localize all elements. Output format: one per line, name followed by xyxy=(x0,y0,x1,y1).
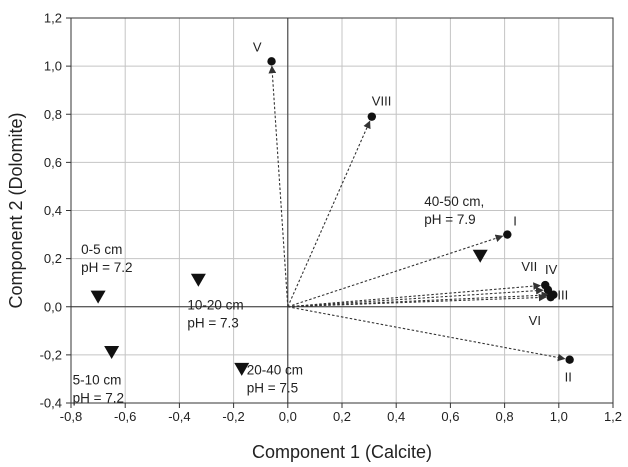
loading-vectors xyxy=(268,65,566,362)
x-tick-label: 1,0 xyxy=(550,409,568,424)
y-tick-label: 0,8 xyxy=(44,107,62,122)
point-label: VIII xyxy=(372,94,392,109)
vector-arrow xyxy=(287,120,371,307)
axes: -0,8 -0,6 -0,4 -0,2 0,0 0,2 0,4 0,6 0,8 1,0 1,2 -0,… xyxy=(40,11,622,425)
site-marker xyxy=(90,290,106,304)
data-points xyxy=(90,57,574,376)
x-tick-label: -0,6 xyxy=(114,409,136,424)
point-label: IV xyxy=(545,262,558,277)
site-ph-label: pH = 7.5 xyxy=(247,380,298,395)
point-marker xyxy=(565,355,574,364)
grid-lines xyxy=(70,17,614,404)
plot-frame xyxy=(70,17,614,404)
vector-arrow xyxy=(287,306,566,362)
vector-arrow xyxy=(287,293,547,308)
y-tick-label: 1,2 xyxy=(44,11,62,26)
vector-arrow xyxy=(287,234,504,308)
point-marker xyxy=(367,112,377,121)
x-tick-label: 0,6 xyxy=(441,409,459,424)
x-tick-label: 0,2 xyxy=(333,409,351,424)
vector-arrow xyxy=(268,65,289,307)
site-ph-label: pH = 7.3 xyxy=(187,315,238,330)
point-label: V xyxy=(253,39,262,54)
x-tick-label: -0,8 xyxy=(60,409,82,424)
y-tick-label: 0,0 xyxy=(44,299,62,314)
y-axis-title: Component 2 (Dolomite) xyxy=(6,112,26,308)
x-tick-label: 0,4 xyxy=(387,409,405,424)
site-marker xyxy=(190,273,206,287)
point-label: VI xyxy=(529,313,541,328)
x-tick-label: 0,0 xyxy=(279,409,297,424)
y-tick-label: -0,4 xyxy=(40,396,62,411)
x-axis-title: Component 1 (Calcite) xyxy=(252,442,432,462)
site-marker xyxy=(472,249,488,263)
site-ph-label: pH = 7.2 xyxy=(73,390,124,405)
point-label: II xyxy=(565,370,572,385)
site-marker xyxy=(104,345,120,359)
y-tick-label: 0,6 xyxy=(44,155,62,170)
x-tick-label: -0,2 xyxy=(222,409,244,424)
y-tick-label: 0,2 xyxy=(44,251,62,266)
site-marker xyxy=(234,362,250,376)
vector-arrow xyxy=(287,291,550,308)
y-tick-label: -0,2 xyxy=(40,347,62,362)
point-marker xyxy=(503,230,512,239)
y-tick-label: 0,4 xyxy=(44,203,62,218)
site-depth-label: 10-20 cm xyxy=(187,297,243,312)
point-label: VII xyxy=(521,259,537,274)
x-tick-label: 0,8 xyxy=(496,409,514,424)
point-marker xyxy=(546,292,555,302)
site-depth-label: 20-40 cm xyxy=(247,362,303,377)
site-depth-label: 5-10 cm xyxy=(73,372,122,387)
point-label: III xyxy=(557,288,568,303)
y-tick-label: 1,0 xyxy=(44,59,62,74)
site-depth-label: 0-5 cm xyxy=(81,242,122,257)
point-label: I xyxy=(513,214,517,229)
site-depth-label: 40-50 cm, xyxy=(424,194,484,209)
x-tick-label: 1,2 xyxy=(604,409,622,424)
site-ph-label: pH = 7.2 xyxy=(81,260,132,275)
x-tick-label: -0,4 xyxy=(168,409,190,424)
point-marker xyxy=(541,280,550,290)
point-marker xyxy=(267,57,276,66)
vector-arrow xyxy=(287,282,542,308)
site-ph-label: pH = 7.9 xyxy=(424,212,475,227)
vector-arrow xyxy=(287,286,544,308)
